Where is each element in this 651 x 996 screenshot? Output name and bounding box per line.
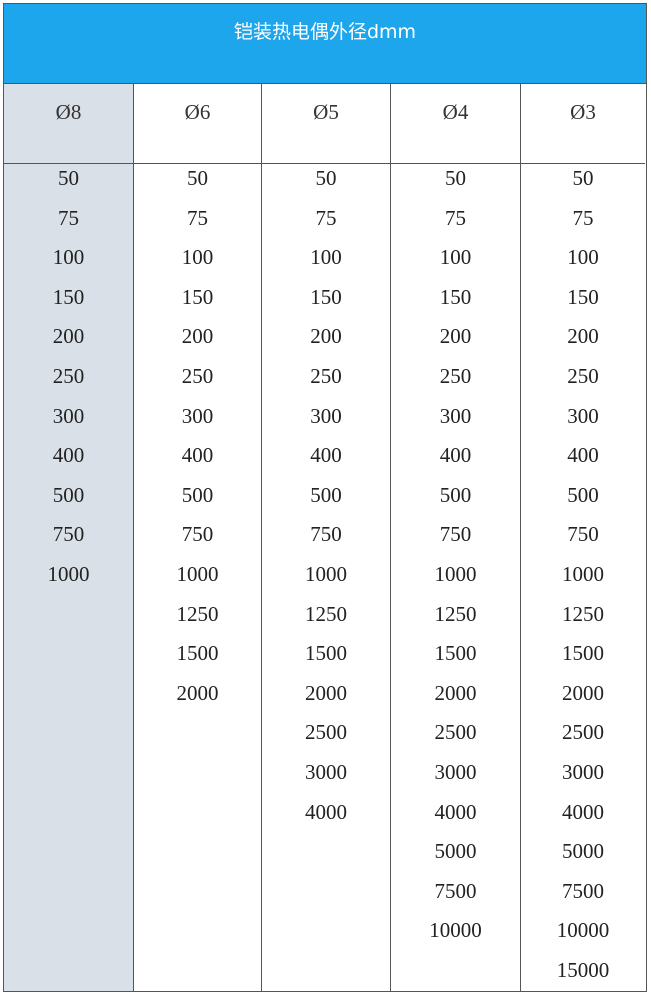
length-value: 1000 — [562, 561, 604, 586]
length-value: 2000 — [434, 680, 477, 705]
length-value: 1000 — [305, 561, 347, 586]
diameter-column: Ø5 50 75 100 150 200 250 300 400 500 750 1000 1250 15… — [262, 84, 391, 991]
column-header: Ø5 — [262, 84, 390, 164]
length-value: 100 — [181, 245, 214, 270]
length-value: 100 — [310, 245, 342, 270]
length-value: 100 — [439, 245, 472, 270]
length-value: 300 — [181, 403, 214, 428]
length-value: 400 — [310, 443, 342, 468]
length-value: 1000 — [176, 561, 219, 586]
length-value: 75 — [187, 205, 208, 230]
length-value: 7500 — [562, 878, 604, 903]
length-table: 铠装热电偶外径dmm Ø8 50 75 100 150 200 250 300 400 500 75… — [3, 3, 647, 992]
length-value: 50 — [445, 166, 466, 190]
diameter-column: Ø8 50 75 100 150 200 250 300 400 500 750 1000 — [4, 84, 134, 991]
length-value: 250 — [439, 363, 472, 388]
length-value: 50 — [58, 166, 79, 190]
length-value: 1250 — [562, 601, 604, 626]
length-value: 750 — [567, 522, 599, 547]
length-value: 500 — [310, 482, 342, 507]
length-value: 1000 — [434, 561, 477, 586]
length-value: 1000 — [47, 561, 90, 586]
length-value: 150 — [181, 284, 214, 309]
length-value: 150 — [310, 284, 342, 309]
length-value: 300 — [52, 403, 85, 428]
length-value: 200 — [181, 324, 214, 349]
length-value: 400 — [439, 443, 472, 468]
length-value: 10000 — [429, 918, 482, 943]
length-value: 400 — [52, 443, 85, 468]
length-value: 400 — [181, 443, 214, 468]
length-value: 300 — [439, 403, 472, 428]
length-value: 750 — [52, 522, 85, 547]
diameter-column: Ø4 50 75 100 150 200 250 300 400 500 750 1000 1250 15… — [391, 84, 521, 991]
length-value: 5000 — [434, 839, 477, 864]
length-value: 300 — [310, 403, 342, 428]
length-value: 1500 — [305, 641, 347, 666]
length-value: 1250 — [434, 601, 477, 626]
length-value: 2000 — [562, 680, 604, 705]
length-value: 250 — [567, 363, 599, 388]
length-value: 50 — [572, 166, 594, 190]
length-value: 100 — [52, 245, 85, 270]
length-value: 50 — [315, 166, 337, 190]
length-value: 750 — [181, 522, 214, 547]
length-value: 15000 — [556, 957, 610, 982]
length-value: 500 — [52, 482, 85, 507]
length-value: 3000 — [305, 759, 347, 784]
column-header: Ø6 — [134, 84, 261, 164]
length-value: 2500 — [305, 720, 347, 745]
length-value: 750 — [439, 522, 472, 547]
column-header: Ø4 — [391, 84, 520, 164]
length-value: 5000 — [562, 839, 604, 864]
diameter-column: Ø3 50 75 100 150 200 250 300 400 500 750 1000 1250 15… — [521, 84, 645, 991]
length-value: 75 — [572, 205, 594, 230]
length-value: 500 — [439, 482, 472, 507]
length-value: 250 — [181, 363, 214, 388]
column-header: Ø3 — [521, 84, 645, 164]
length-value: 1250 — [305, 601, 347, 626]
length-value: 2500 — [434, 720, 477, 745]
length-value: 75 — [445, 205, 466, 230]
length-value: 250 — [52, 363, 85, 388]
length-value: 7500 — [434, 878, 477, 903]
length-value: 150 — [439, 284, 472, 309]
length-value: 10000 — [556, 918, 610, 943]
length-value: 300 — [567, 403, 599, 428]
length-value: 4000 — [562, 799, 604, 824]
length-value: 200 — [439, 324, 472, 349]
length-value: 3000 — [434, 759, 477, 784]
length-value: 150 — [567, 284, 599, 309]
length-value: 2500 — [562, 720, 604, 745]
length-value: 100 — [567, 245, 599, 270]
length-value: 1250 — [176, 601, 219, 626]
length-value: 75 — [315, 205, 337, 230]
length-value: 750 — [310, 522, 342, 547]
table-title: 铠装热电偶外径dmm — [4, 4, 646, 84]
diameter-column: Ø6 50 75 100 150 200 250 300 400 500 750 1000 1250 15… — [134, 84, 262, 991]
length-value: 200 — [567, 324, 599, 349]
length-value: 150 — [52, 284, 85, 309]
length-value: 200 — [310, 324, 342, 349]
length-value: 3000 — [562, 759, 604, 784]
length-value: 200 — [52, 324, 85, 349]
length-value: 1500 — [562, 641, 604, 666]
length-value: 4000 — [434, 799, 477, 824]
length-value: 2000 — [305, 680, 347, 705]
length-value: 1500 — [434, 641, 477, 666]
length-value: 2000 — [176, 680, 219, 705]
length-value: 500 — [181, 482, 214, 507]
length-value: 1500 — [176, 641, 219, 666]
length-value: 250 — [310, 363, 342, 388]
length-value: 500 — [567, 482, 599, 507]
column-header: Ø8 — [4, 84, 133, 164]
length-value: 75 — [58, 205, 79, 230]
length-value: 4000 — [305, 799, 347, 824]
length-value: 50 — [187, 166, 208, 190]
length-value: 400 — [567, 443, 599, 468]
